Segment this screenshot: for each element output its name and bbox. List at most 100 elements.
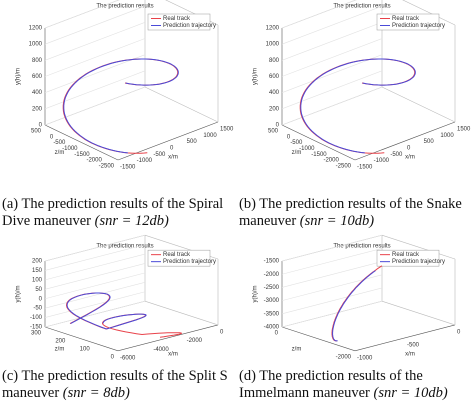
v-tick-label: 800 <box>269 58 280 64</box>
z-tick-label: -500 <box>290 140 303 146</box>
x-tick-label: -1500 <box>357 165 373 171</box>
real-track <box>62 58 179 154</box>
v-tick-label: 1000 <box>266 42 280 48</box>
x-tick-label: -1000 <box>137 158 153 164</box>
z-tick-label: -2500 <box>99 164 115 170</box>
box-edge <box>281 38 383 77</box>
box-edge <box>402 0 456 26</box>
x-axis-label: x/m <box>168 351 178 357</box>
box-edge <box>281 300 383 328</box>
x-tick-label: -500 <box>153 152 166 158</box>
legend-label: Prediction trajectory <box>163 23 216 29</box>
box-edge <box>281 0 357 29</box>
x-tick-label: -500 <box>407 342 420 348</box>
v-tick-label: 1200 <box>266 26 280 32</box>
caption-label: (d) <box>239 368 256 384</box>
caption: (b) The prediction results of the Snake … <box>239 196 471 230</box>
v-axis-label: y(h)/m <box>16 286 22 303</box>
x-tick-label: 0 <box>220 330 224 336</box>
z-tick-label: 500 <box>31 129 42 135</box>
box-edge <box>281 274 383 301</box>
box-edge <box>281 54 383 93</box>
z-axis-label: z/m <box>55 150 65 156</box>
box-edge <box>44 244 146 271</box>
caption: (d) The prediction results of the Immelm… <box>239 368 471 402</box>
caption-math: (snr = 10db) <box>299 213 375 229</box>
box-edge <box>44 300 146 328</box>
z-tick-label: -2000 <box>86 158 102 164</box>
v-tick-label: -3500 <box>264 311 280 317</box>
v-tick-label: 100 <box>32 277 43 283</box>
box-edge <box>117 324 219 352</box>
legend-box <box>147 13 211 31</box>
z-tick-label: 0 <box>275 331 279 337</box>
panel-title: The prediction results <box>333 244 390 250</box>
v-tick-label: 0 <box>276 123 280 129</box>
box-edge <box>44 70 146 110</box>
x-tick-label: 1000 <box>440 133 454 139</box>
v-tick-label: -4000 <box>264 325 280 331</box>
z-tick-label: -1500 <box>74 152 90 158</box>
legend-label: Prediction trajectory <box>163 259 216 265</box>
box-edge <box>44 282 146 309</box>
v-tick-label: -2500 <box>264 285 280 291</box>
z-tick-label: 0 <box>287 134 291 140</box>
caption: (c) The prediction results of the Split … <box>2 368 234 402</box>
box-edge <box>144 300 219 326</box>
z-tick-label: -1000 <box>299 146 315 152</box>
v-axis-label: y(h)/m <box>16 68 22 85</box>
box-edge <box>381 86 456 123</box>
box-edge <box>281 261 383 288</box>
legend-label: Prediction trajectory <box>392 23 445 29</box>
box-edge <box>44 86 146 126</box>
x-tick-label: 500 <box>187 139 198 145</box>
box-edge <box>381 234 456 260</box>
v-axis-label: y(h)/m <box>253 286 259 303</box>
caption-label: (a) <box>2 196 19 212</box>
box-edge <box>281 248 383 275</box>
caption-text: The prediction results of the Immelmann … <box>239 368 423 401</box>
v-tick-label: -50 <box>33 306 42 312</box>
box-edge <box>44 326 119 352</box>
v-tick-label: -2000 <box>264 272 280 278</box>
z-tick-label: 300 <box>31 331 42 337</box>
box-edge <box>281 124 356 161</box>
z-tick-label: -1000 <box>62 146 78 152</box>
v-tick-label: 200 <box>32 259 43 265</box>
legend-label: Real track <box>163 252 191 258</box>
panel-title: The prediction results <box>333 4 390 10</box>
v-tick-label: 1200 <box>29 26 43 32</box>
z-tick-label: -500 <box>53 140 66 146</box>
legend-box <box>147 249 211 267</box>
legend-box <box>376 13 440 31</box>
caption-label: (b) <box>239 196 256 212</box>
v-tick-label: 200 <box>269 106 280 112</box>
box-edge <box>281 326 356 352</box>
x-tick-label: 0 <box>170 146 174 152</box>
v-tick-label: 600 <box>32 74 43 80</box>
x-tick-label: 1500 <box>457 127 471 133</box>
box-edge <box>44 291 146 318</box>
caption-text: The prediction results of the Snake mane… <box>239 196 462 229</box>
x-tick-label: -1000 <box>374 158 390 164</box>
caption-math: (snr = 12db) <box>94 213 169 229</box>
x-tick-label: -2000 <box>187 338 203 344</box>
box-edge <box>44 5 146 45</box>
panel-title: The prediction results <box>96 4 153 10</box>
box-edge <box>44 38 146 77</box>
legend-box <box>376 249 440 267</box>
box-edge <box>281 287 383 315</box>
caption: (a) The prediction results of the Spiral… <box>2 196 234 230</box>
z-tick-label: -2000 <box>323 158 339 164</box>
real-track <box>299 58 416 154</box>
prediction-trajectory <box>300 58 416 154</box>
v-tick-label: 0 <box>39 123 43 129</box>
v-tick-label: 400 <box>269 90 280 96</box>
box-edge <box>44 54 146 93</box>
legend-label: Real track <box>392 16 420 22</box>
x-tick-label: 0 <box>457 330 461 336</box>
prediction-trajectory <box>63 58 179 154</box>
caption-label: (c) <box>2 368 19 384</box>
z-axis-label: z/m <box>292 346 302 352</box>
